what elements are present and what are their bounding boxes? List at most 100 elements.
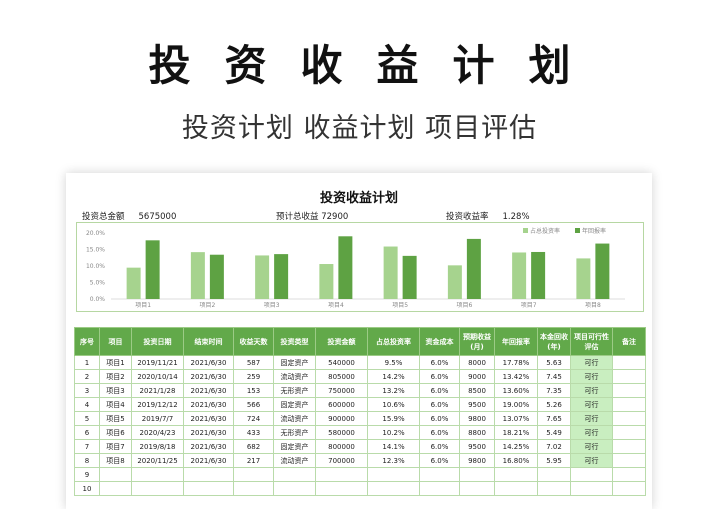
table-cell[interactable]: 2021/6/30 — [183, 453, 234, 468]
table-cell[interactable]: 可行 — [570, 397, 613, 412]
table-cell[interactable]: 6.0% — [419, 453, 460, 468]
table-cell[interactable]: 682 — [233, 439, 274, 454]
table-cell[interactable]: 固定资产 — [273, 439, 316, 454]
table-cell[interactable]: 9 — [74, 467, 100, 482]
table-cell[interactable]: 724 — [233, 411, 274, 426]
table-cell[interactable]: 7.02 — [537, 439, 571, 454]
table-cell[interactable]: 9800 — [459, 453, 495, 468]
table-cell[interactable]: 5 — [74, 411, 100, 426]
table-cell[interactable] — [183, 467, 234, 482]
table-cell[interactable]: 2 — [74, 369, 100, 384]
table-cell[interactable]: 6.0% — [419, 369, 460, 384]
table-cell[interactable]: 9000 — [459, 369, 495, 384]
table-cell[interactable]: 可行 — [570, 369, 613, 384]
table-cell[interactable] — [494, 481, 538, 496]
table-cell[interactable]: 805000 — [315, 369, 368, 384]
table-cell[interactable]: 13.07% — [494, 411, 538, 426]
table-cell[interactable] — [612, 453, 646, 468]
table-cell[interactable] — [494, 467, 538, 482]
table-cell[interactable]: 项目4 — [99, 397, 132, 412]
table-cell[interactable]: 217 — [233, 453, 274, 468]
table-cell[interactable]: 433 — [233, 425, 274, 440]
table-cell[interactable] — [612, 355, 646, 370]
table-cell[interactable]: 无形资产 — [273, 425, 316, 440]
table-cell[interactable]: 8500 — [459, 383, 495, 398]
table-cell[interactable]: 6 — [74, 425, 100, 440]
table-cell[interactable]: 8800 — [459, 425, 495, 440]
table-cell[interactable]: 15.9% — [367, 411, 420, 426]
table-cell[interactable]: 7.35 — [537, 383, 571, 398]
table-cell[interactable]: 2021/6/30 — [183, 355, 234, 370]
table-cell[interactable]: 2021/6/30 — [183, 383, 234, 398]
table-cell[interactable]: 8 — [74, 453, 100, 468]
table-cell[interactable]: 项目3 — [99, 383, 132, 398]
table-cell[interactable] — [233, 467, 274, 482]
table-cell[interactable] — [99, 467, 132, 482]
table-cell[interactable]: 2020/10/14 — [131, 369, 184, 384]
table-cell[interactable]: 18.21% — [494, 425, 538, 440]
table-cell[interactable] — [315, 467, 368, 482]
table-cell[interactable]: 2021/6/30 — [183, 411, 234, 426]
table-cell[interactable]: 2021/6/30 — [183, 439, 234, 454]
table-cell[interactable]: 6.0% — [419, 383, 460, 398]
table-cell[interactable]: 6.0% — [419, 439, 460, 454]
table-cell[interactable]: 600000 — [315, 397, 368, 412]
table-cell[interactable] — [570, 467, 613, 482]
table-cell[interactable]: 可行 — [570, 355, 613, 370]
table-cell[interactable]: 259 — [233, 369, 274, 384]
table-cell[interactable]: 7.65 — [537, 411, 571, 426]
table-cell[interactable]: 9.5% — [367, 355, 420, 370]
table-cell[interactable] — [273, 481, 316, 496]
table-cell[interactable]: 6.0% — [419, 397, 460, 412]
table-cell[interactable] — [459, 481, 495, 496]
table-cell[interactable]: 13.60% — [494, 383, 538, 398]
table-cell[interactable]: 19.00% — [494, 397, 538, 412]
table-cell[interactable]: 2020/11/25 — [131, 453, 184, 468]
table-cell[interactable] — [459, 467, 495, 482]
table-cell[interactable]: 5.49 — [537, 425, 571, 440]
table-cell[interactable] — [612, 383, 646, 398]
table-cell[interactable] — [419, 467, 460, 482]
table-cell[interactable]: 项目5 — [99, 411, 132, 426]
table-cell[interactable]: 固定资产 — [273, 397, 316, 412]
table-cell[interactable]: 2019/7/7 — [131, 411, 184, 426]
table-cell[interactable]: 2021/6/30 — [183, 369, 234, 384]
table-cell[interactable]: 566 — [233, 397, 274, 412]
table-cell[interactable]: 3 — [74, 383, 100, 398]
table-cell[interactable]: 13.42% — [494, 369, 538, 384]
table-cell[interactable]: 9800 — [459, 411, 495, 426]
table-cell[interactable]: 700000 — [315, 453, 368, 468]
table-cell[interactable]: 5.26 — [537, 397, 571, 412]
table-cell[interactable]: 6.0% — [419, 425, 460, 440]
table-cell[interactable]: 5.63 — [537, 355, 571, 370]
table-cell[interactable] — [315, 481, 368, 496]
table-cell[interactable]: 可行 — [570, 453, 613, 468]
table-cell[interactable]: 6.0% — [419, 355, 460, 370]
table-cell[interactable]: 10.6% — [367, 397, 420, 412]
table-cell[interactable]: 7.45 — [537, 369, 571, 384]
table-cell[interactable]: 10 — [74, 481, 100, 496]
table-cell[interactable] — [612, 439, 646, 454]
table-cell[interactable]: 2021/1/28 — [131, 383, 184, 398]
table-cell[interactable]: 6.0% — [419, 411, 460, 426]
table-cell[interactable]: 153 — [233, 383, 274, 398]
table-cell[interactable] — [273, 467, 316, 482]
table-cell[interactable] — [367, 467, 420, 482]
table-cell[interactable] — [537, 481, 571, 496]
table-cell[interactable]: 10.2% — [367, 425, 420, 440]
table-cell[interactable]: 项目8 — [99, 453, 132, 468]
table-cell[interactable]: 项目7 — [99, 439, 132, 454]
table-cell[interactable] — [612, 481, 646, 496]
table-cell[interactable]: 2019/8/18 — [131, 439, 184, 454]
table-cell[interactable]: 项目6 — [99, 425, 132, 440]
table-cell[interactable]: 4 — [74, 397, 100, 412]
table-cell[interactable]: 9500 — [459, 397, 495, 412]
table-cell[interactable]: 固定资产 — [273, 355, 316, 370]
table-cell[interactable] — [537, 467, 571, 482]
table-cell[interactable]: 8000 — [459, 355, 495, 370]
table-cell[interactable] — [612, 369, 646, 384]
table-cell[interactable]: 17.78% — [494, 355, 538, 370]
table-cell[interactable]: 2019/12/12 — [131, 397, 184, 412]
table-cell[interactable]: 14.1% — [367, 439, 420, 454]
table-cell[interactable]: 流动资产 — [273, 369, 316, 384]
